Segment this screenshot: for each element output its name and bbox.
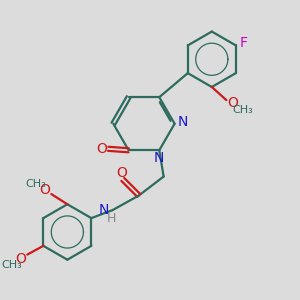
- Text: N: N: [99, 203, 109, 217]
- Text: O: O: [15, 252, 26, 266]
- Text: N: N: [154, 152, 164, 165]
- Text: CH₃: CH₃: [232, 105, 253, 115]
- Text: O: O: [39, 183, 50, 197]
- Text: H: H: [106, 212, 116, 225]
- Text: O: O: [96, 142, 107, 156]
- Text: CH₃: CH₃: [2, 260, 22, 270]
- Text: F: F: [240, 36, 248, 50]
- Text: O: O: [227, 96, 238, 110]
- Text: O: O: [116, 166, 127, 180]
- Text: CH₃: CH₃: [26, 179, 46, 189]
- Text: N: N: [177, 115, 188, 129]
